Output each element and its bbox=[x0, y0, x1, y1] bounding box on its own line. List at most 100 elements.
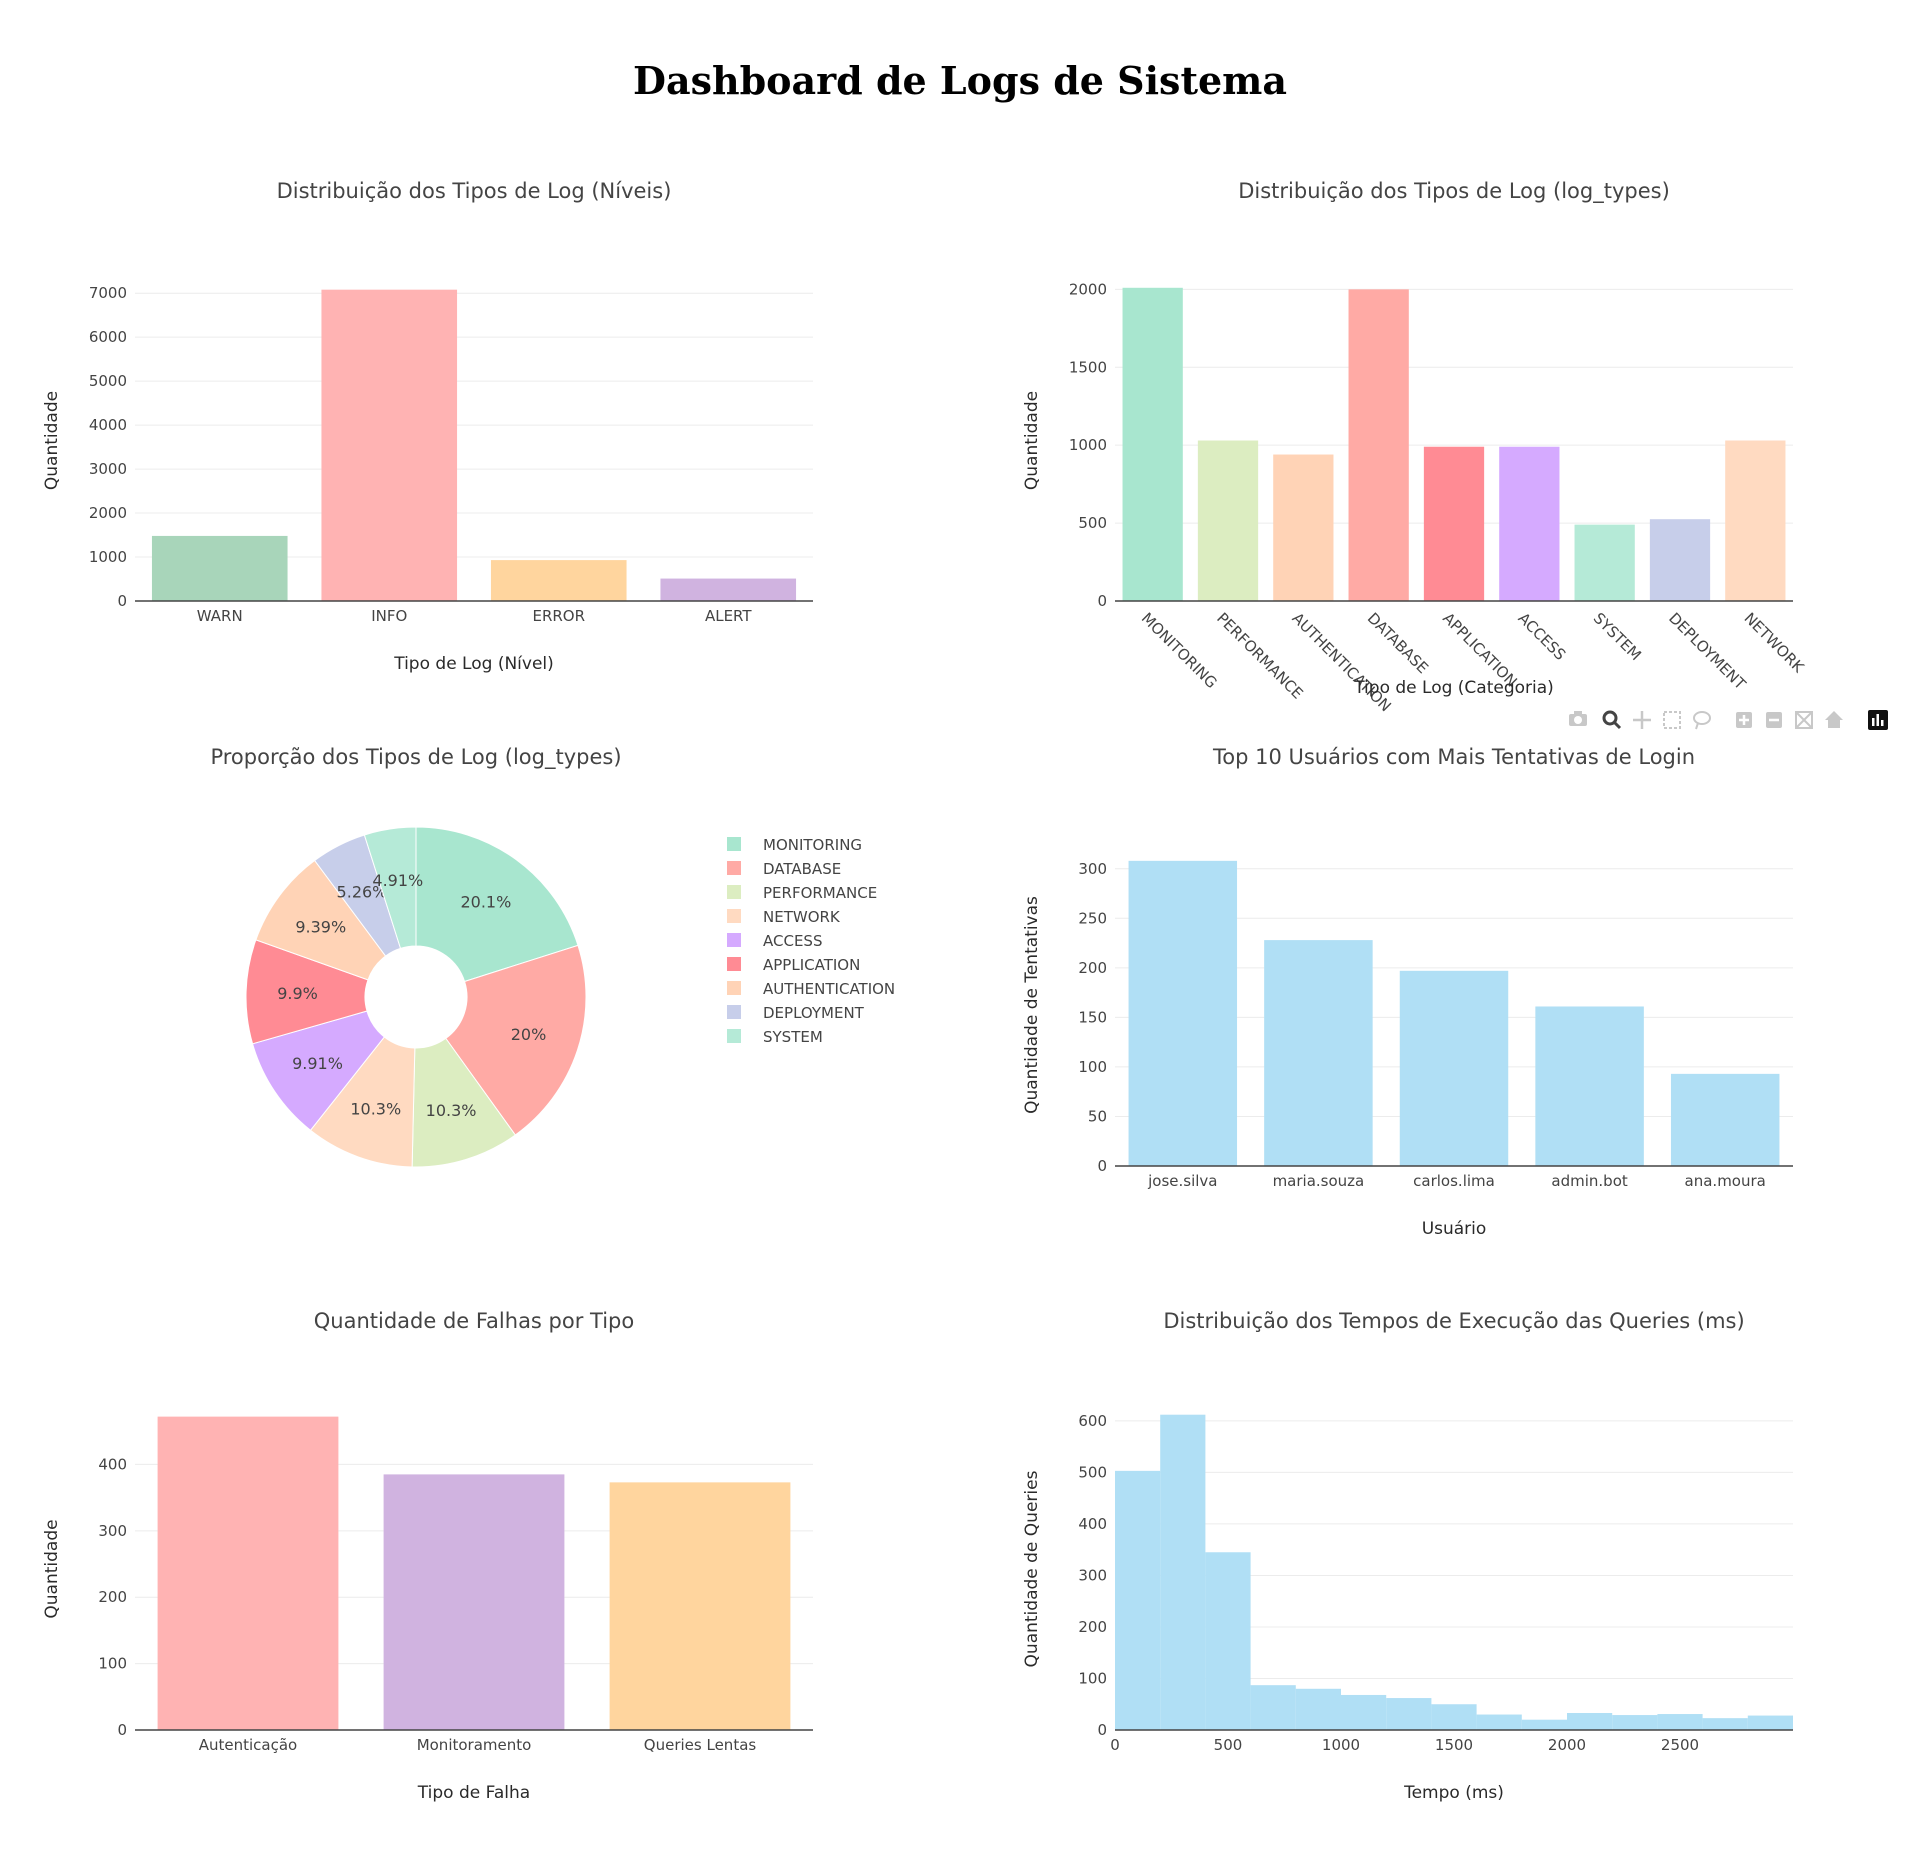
x-tick-label: 2500 bbox=[1661, 1736, 1699, 1754]
bar-system[interactable] bbox=[1574, 524, 1635, 601]
bar-alert[interactable] bbox=[660, 578, 797, 601]
home-icon[interactable] bbox=[1825, 711, 1843, 728]
histogram-bar[interactable] bbox=[1747, 1715, 1793, 1730]
bar-admin-bot[interactable] bbox=[1535, 1006, 1644, 1166]
x-tick-label: maria.souza bbox=[1273, 1172, 1365, 1190]
histogram-bar[interactable] bbox=[1341, 1694, 1387, 1730]
legend-entry: NETWORK bbox=[763, 908, 841, 926]
y-tick-label: 1000 bbox=[89, 548, 127, 566]
x-tick-label: ALERT bbox=[705, 607, 752, 625]
legend-swatch[interactable] bbox=[727, 885, 741, 899]
bar-maria-souza[interactable] bbox=[1264, 940, 1373, 1166]
y-tick-label: 500 bbox=[1078, 1463, 1107, 1481]
bar-network[interactable] bbox=[1725, 440, 1786, 602]
histogram-bar[interactable] bbox=[1160, 1414, 1206, 1730]
histogram-bar[interactable] bbox=[1476, 1714, 1522, 1730]
bar-jose-silva[interactable] bbox=[1128, 860, 1238, 1166]
bar-database[interactable] bbox=[1348, 289, 1409, 601]
x-axis-label: Usuário bbox=[1422, 1219, 1487, 1239]
legend-entry: MONITORING bbox=[763, 836, 862, 854]
pie-slice-performance[interactable] bbox=[411, 1037, 516, 1168]
pie-slice-system[interactable] bbox=[363, 826, 417, 950]
bar-queries-lentas[interactable] bbox=[609, 1482, 791, 1730]
histogram-bar[interactable] bbox=[1431, 1704, 1477, 1730]
camera-icon[interactable] bbox=[1569, 711, 1587, 726]
bar-access[interactable] bbox=[1499, 446, 1560, 601]
histogram-bar[interactable] bbox=[1612, 1715, 1658, 1730]
x-tick-label: 0 bbox=[1110, 1736, 1120, 1754]
x-tick-label: DEPLOYMENT bbox=[1665, 609, 1750, 694]
bar-application[interactable] bbox=[1423, 446, 1485, 601]
pie-slice-monitoring[interactable] bbox=[415, 826, 579, 983]
lasso-icon[interactable] bbox=[1693, 711, 1711, 730]
legend-swatch[interactable] bbox=[727, 861, 741, 875]
y-tick-label: 400 bbox=[98, 1455, 127, 1473]
bar-performance[interactable] bbox=[1197, 440, 1259, 602]
chart-proportion: Proporção dos Tipos de Log (log_types) 20… bbox=[210, 745, 895, 1168]
bar-carlos-lima[interactable] bbox=[1399, 970, 1509, 1166]
bar-monitoring[interactable] bbox=[1122, 287, 1183, 601]
y-tick-label: 100 bbox=[98, 1655, 127, 1673]
y-tick-label: 300 bbox=[98, 1522, 127, 1540]
x-tick-label: MONITORING bbox=[1138, 609, 1221, 692]
legend-swatch[interactable] bbox=[727, 909, 741, 923]
bar-ana-moura[interactable] bbox=[1670, 1073, 1780, 1166]
chart-title: Proporção dos Tipos de Log (log_types) bbox=[210, 745, 621, 770]
legend-swatch[interactable] bbox=[727, 957, 741, 971]
legend-entry: APPLICATION bbox=[763, 956, 860, 974]
legend-swatch[interactable] bbox=[727, 837, 741, 851]
legend-swatch[interactable] bbox=[727, 981, 741, 995]
y-tick-label: 2000 bbox=[1069, 280, 1107, 298]
legend-entry: SYSTEM bbox=[763, 1028, 823, 1046]
y-tick-label: 7000 bbox=[89, 284, 127, 302]
zoom-in-icon[interactable] bbox=[1736, 712, 1752, 728]
x-tick-label: admin.bot bbox=[1551, 1172, 1627, 1190]
y-axis-label: Quantidade de Queries bbox=[1022, 1470, 1042, 1667]
histogram-bar[interactable] bbox=[1295, 1688, 1341, 1730]
box-select-icon[interactable] bbox=[1663, 711, 1681, 729]
bar-monitoramento[interactable] bbox=[383, 1474, 565, 1730]
histogram-bar[interactable] bbox=[1521, 1719, 1567, 1730]
legend-entry: PERFORMANCE bbox=[763, 884, 877, 902]
y-tick-label: 1000 bbox=[1069, 436, 1107, 454]
y-tick-label: 0 bbox=[117, 592, 127, 610]
histogram-bar[interactable] bbox=[1567, 1712, 1613, 1730]
y-axis-label: Quantidade bbox=[42, 391, 62, 490]
y-tick-label: 600 bbox=[1078, 1412, 1107, 1430]
bar-autentica-o[interactable] bbox=[157, 1416, 339, 1730]
histogram-bar[interactable] bbox=[1702, 1718, 1748, 1730]
legend-swatch[interactable] bbox=[727, 1005, 741, 1019]
x-tick-label: 2000 bbox=[1548, 1736, 1586, 1754]
x-tick-label: DATABASE bbox=[1364, 609, 1432, 677]
x-tick-label: 1000 bbox=[1322, 1736, 1360, 1754]
bar-info[interactable] bbox=[321, 289, 458, 601]
zoom-out-icon[interactable] bbox=[1766, 712, 1782, 728]
legend-swatch[interactable] bbox=[727, 933, 741, 947]
histogram-bar[interactable] bbox=[1115, 1470, 1161, 1730]
legend-swatch[interactable] bbox=[727, 1029, 741, 1043]
x-tick-label: 1500 bbox=[1435, 1736, 1473, 1754]
histogram-bar[interactable] bbox=[1205, 1552, 1251, 1730]
pan-icon[interactable] bbox=[1633, 711, 1651, 729]
pie-slice-label: 5.26% bbox=[337, 883, 388, 902]
y-tick-label: 0 bbox=[1097, 592, 1107, 610]
x-tick-label: INFO bbox=[371, 607, 407, 625]
histogram-bar[interactable] bbox=[1657, 1714, 1703, 1730]
bar-error[interactable] bbox=[490, 560, 627, 601]
chart-query-times: Distribuição dos Tempos de Execução das … bbox=[1022, 1309, 1793, 1803]
plotly-logo-icon[interactable] bbox=[1868, 710, 1888, 730]
y-tick-label: 0 bbox=[117, 1721, 127, 1739]
bar-warn[interactable] bbox=[151, 535, 288, 601]
y-tick-label: 250 bbox=[1078, 909, 1107, 927]
x-axis-label: Tipo de Log (Categoria) bbox=[1353, 678, 1554, 698]
autoscale-icon[interactable] bbox=[1795, 711, 1813, 729]
pie-slice-database[interactable] bbox=[445, 944, 587, 1136]
x-tick-label: Monitoramento bbox=[417, 1736, 532, 1754]
histogram-bar[interactable] bbox=[1250, 1685, 1296, 1730]
pie-slice-label: 9.39% bbox=[295, 917, 346, 936]
zoom-icon[interactable] bbox=[1602, 710, 1622, 730]
bar-deployment[interactable] bbox=[1649, 519, 1711, 601]
bar-authentication[interactable] bbox=[1273, 454, 1334, 601]
pie-slice-network[interactable] bbox=[309, 1036, 416, 1168]
histogram-bar[interactable] bbox=[1386, 1698, 1432, 1730]
